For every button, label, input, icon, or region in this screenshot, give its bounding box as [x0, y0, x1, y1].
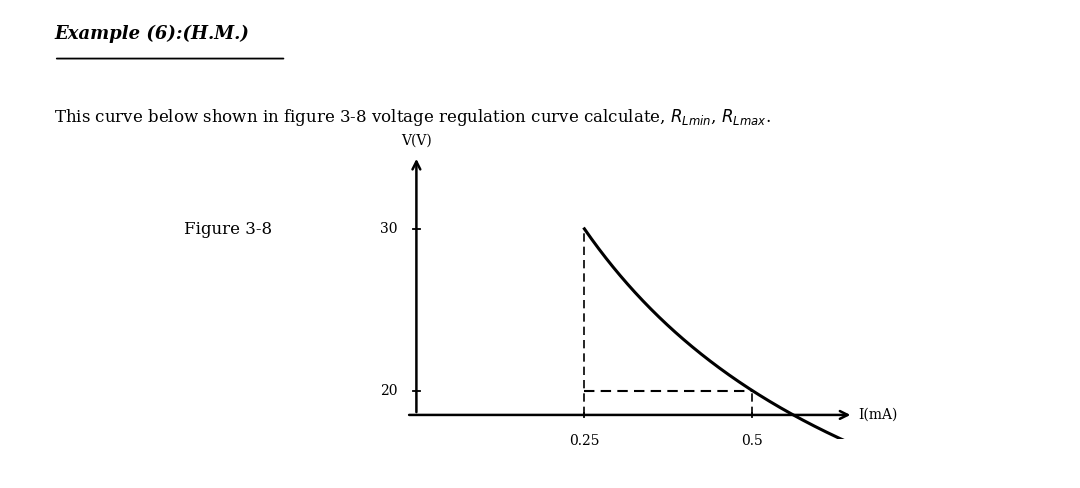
Text: 0.5: 0.5 — [742, 434, 764, 448]
Text: Figure 3-8: Figure 3-8 — [184, 221, 272, 238]
Text: V(V): V(V) — [401, 134, 432, 148]
Text: This curve below shown in figure 3-8 voltage regulation curve calculate, $R_{Lmi: This curve below shown in figure 3-8 vol… — [54, 107, 771, 128]
Text: 30: 30 — [380, 222, 397, 236]
Text: Example (6):(H.M.): Example (6):(H.M.) — [54, 24, 248, 42]
Text: I(mA): I(mA) — [859, 408, 897, 422]
Text: 20: 20 — [380, 384, 397, 398]
Text: 0.25: 0.25 — [569, 434, 599, 448]
